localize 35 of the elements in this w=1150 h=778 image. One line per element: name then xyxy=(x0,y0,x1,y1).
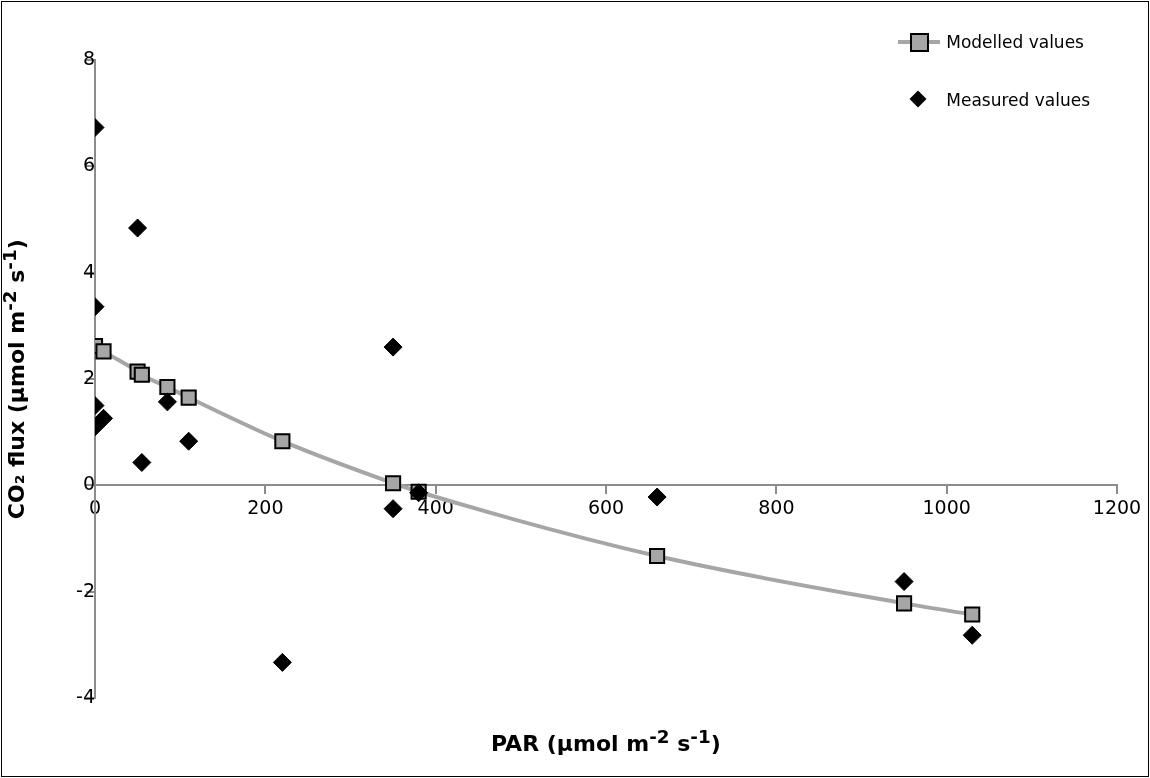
x-tick-label: 1200 xyxy=(1092,495,1142,518)
point xyxy=(132,452,152,472)
y-tick-label: -4 xyxy=(76,684,95,707)
point xyxy=(272,652,292,672)
y-tick-label: 0 xyxy=(82,472,95,495)
point xyxy=(896,595,913,612)
point xyxy=(383,499,403,519)
x-axis-title: PAR (µmol m$^{-2}$ s$^{-1}$) xyxy=(491,726,721,757)
y-tick-label: 4 xyxy=(82,259,95,282)
point xyxy=(180,389,197,406)
point xyxy=(179,431,199,451)
point xyxy=(95,408,114,428)
point xyxy=(157,392,177,412)
x-tick-label: 800 xyxy=(758,495,795,518)
legend-label: Modelled values xyxy=(946,32,1084,52)
y-tick-label: 6 xyxy=(82,153,95,176)
point xyxy=(894,572,914,592)
legend-label: Measured values xyxy=(946,90,1090,110)
point xyxy=(95,343,112,360)
y-tick-label: 8 xyxy=(82,46,95,69)
y-tick-label: 2 xyxy=(82,365,95,388)
x-tick-label: 200 xyxy=(247,495,284,518)
point xyxy=(385,475,402,492)
y-tick-label: -2 xyxy=(76,578,95,601)
point xyxy=(962,625,982,645)
point xyxy=(649,547,666,565)
point xyxy=(964,606,981,623)
point xyxy=(128,218,148,238)
point xyxy=(647,487,667,507)
point xyxy=(159,378,176,396)
x-tick-label: 600 xyxy=(587,495,625,518)
point xyxy=(274,433,291,450)
point xyxy=(133,366,150,383)
x-tick-label: 1000 xyxy=(922,495,971,518)
point xyxy=(383,337,403,357)
